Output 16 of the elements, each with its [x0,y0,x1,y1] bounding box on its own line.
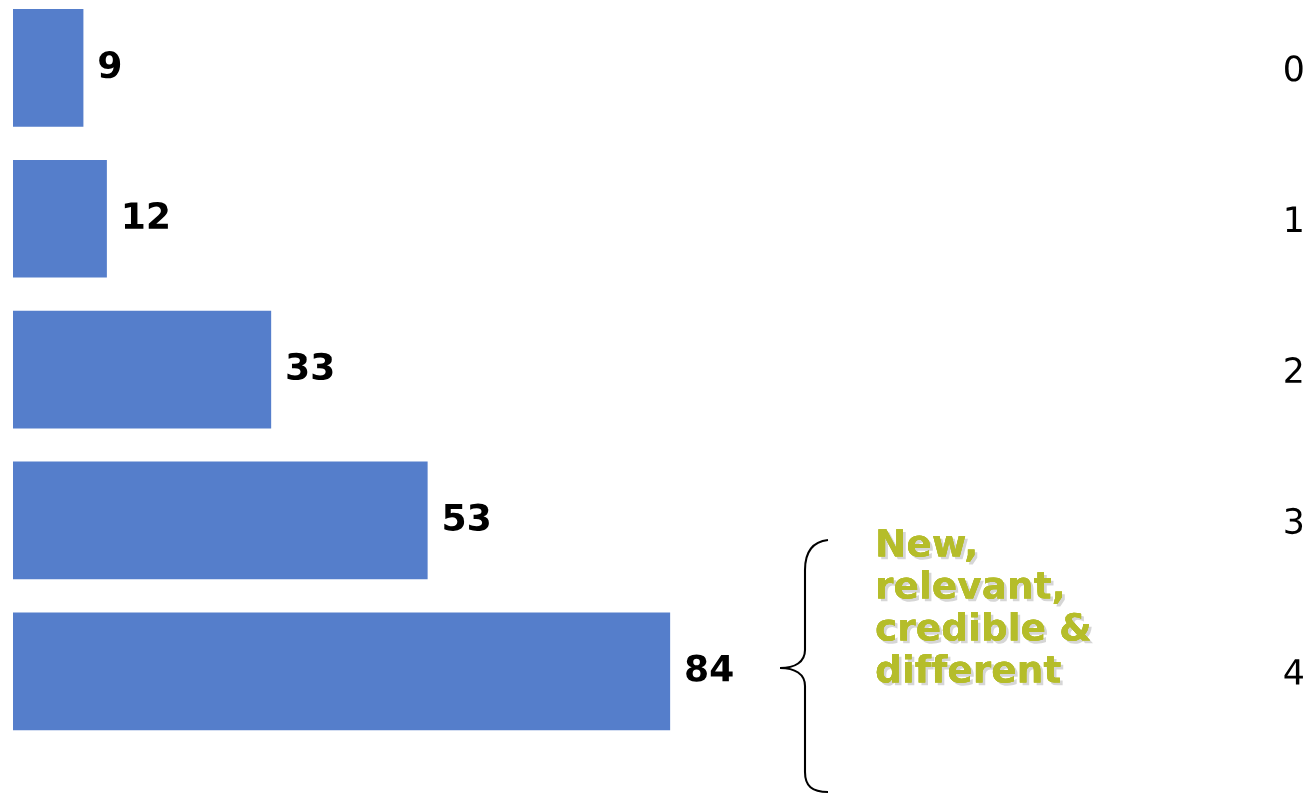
data-label: 33 [287,352,333,381]
data-label: 9 [99,51,121,79]
bar [13,159,107,278]
y-tick-label: 3 [1285,507,1303,535]
text: New, relevant, credible & different [876,529,1093,686]
y-tick-label: 1 [1286,206,1302,232]
data-label: 12 [124,201,168,229]
y-tick-label: 2 [1285,357,1302,383]
bar [13,310,272,429]
data-label: 84 [686,654,733,682]
bar [13,9,84,127]
y-tick-label: 0 [1285,55,1303,82]
bar [13,612,671,731]
y-tick-label: 4 [1284,659,1303,685]
data-label: 53 [444,503,489,531]
bar [13,461,428,580]
